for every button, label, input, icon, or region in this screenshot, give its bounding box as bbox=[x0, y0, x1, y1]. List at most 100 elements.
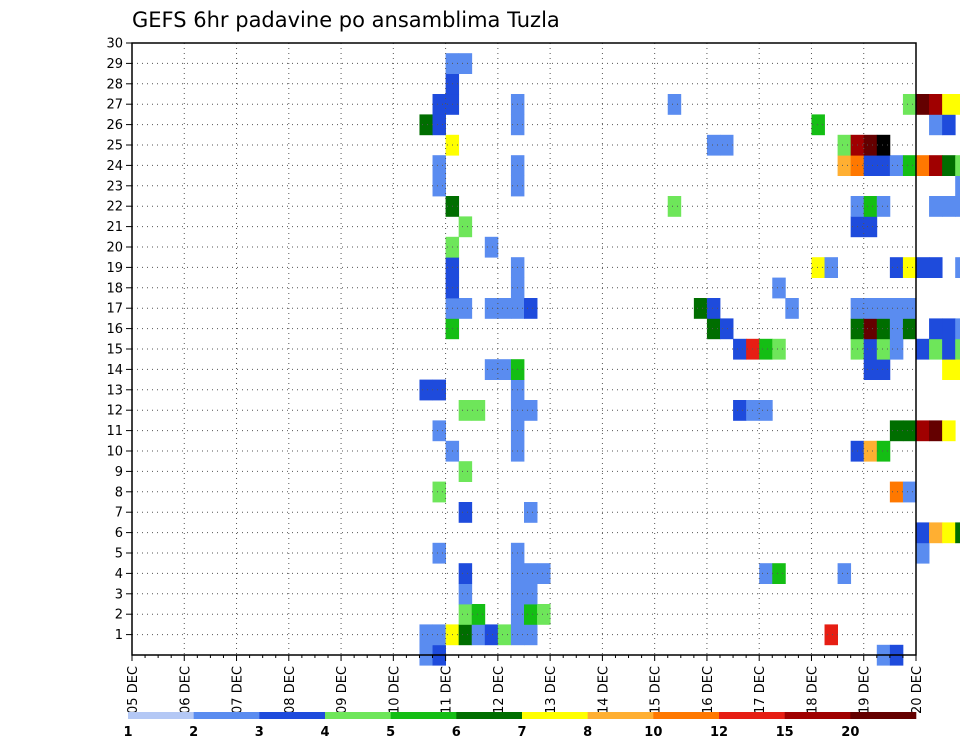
heatmap-cell bbox=[863, 196, 878, 217]
y-tick-label: 11 bbox=[106, 424, 123, 439]
heatmap-cell bbox=[484, 624, 499, 646]
heatmap-cell bbox=[876, 338, 891, 360]
legend-swatch bbox=[390, 712, 457, 719]
legend-label: 15 bbox=[776, 725, 794, 740]
y-tick-label: 2 bbox=[115, 608, 123, 623]
heatmap-cell bbox=[876, 196, 891, 217]
heatmap-cell bbox=[524, 604, 538, 625]
heatmap-cell bbox=[824, 257, 838, 278]
heatmap-cell bbox=[471, 400, 486, 421]
heatmap-cell bbox=[942, 155, 956, 176]
legend-label: 5 bbox=[386, 725, 395, 740]
heatmap-cell bbox=[929, 420, 943, 442]
x-tick-label: 13 DEC bbox=[544, 666, 559, 714]
heatmap-cell bbox=[876, 440, 891, 462]
heatmap-cell bbox=[889, 257, 904, 278]
x-tick-label: 15 DEC bbox=[649, 666, 664, 714]
heatmap-cell bbox=[811, 114, 825, 136]
y-tick-label: 26 bbox=[106, 118, 123, 133]
legend-swatch bbox=[325, 712, 391, 719]
heatmap-cell bbox=[863, 338, 878, 360]
heatmap-cell bbox=[889, 338, 904, 360]
heatmap-cell bbox=[537, 563, 551, 584]
heatmap-cell bbox=[876, 298, 891, 319]
y-tick-label: 12 bbox=[106, 404, 123, 419]
heatmap-cell bbox=[876, 134, 891, 156]
x-tick-label: 06 DEC bbox=[178, 666, 193, 714]
heatmap-cell bbox=[916, 522, 930, 544]
heatmap-cell bbox=[693, 298, 708, 319]
heatmap-cell bbox=[942, 114, 956, 136]
heatmap-cell bbox=[942, 522, 956, 544]
y-tick-label: 9 bbox=[115, 465, 123, 480]
heatmap-cell bbox=[955, 318, 960, 340]
heatmap-cell bbox=[484, 236, 499, 258]
legend-swatch bbox=[587, 712, 654, 719]
heatmap-cell bbox=[458, 461, 473, 482]
y-tick-label: 29 bbox=[106, 57, 123, 72]
heatmap-cell bbox=[720, 134, 734, 156]
x-axis: 05 DEC 06 DEC 07 DEC 08 DEC 09 DEC 10 DEC 11 D… bbox=[126, 655, 925, 714]
heatmap-cell bbox=[902, 257, 917, 278]
heatmap-cell bbox=[916, 155, 930, 176]
heatmap-cell bbox=[955, 155, 960, 176]
color-legend: 1 2 3 4 5 6 7 8 10 12 15 20 bbox=[123, 712, 917, 740]
x-tick-label: 08 DEC bbox=[283, 666, 298, 714]
heatmap-cell bbox=[733, 338, 747, 360]
heatmap-cell bbox=[497, 298, 512, 319]
y-tick-label: 27 bbox=[106, 98, 123, 113]
heatmap-cell bbox=[706, 298, 721, 319]
heatmap-cell bbox=[458, 502, 473, 523]
x-tick-label: 18 DEC bbox=[805, 666, 820, 714]
y-tick-label: 14 bbox=[106, 363, 123, 378]
heatmap-cell bbox=[458, 53, 473, 74]
heatmap-cell bbox=[497, 624, 512, 646]
heatmap-cell bbox=[458, 563, 473, 584]
heatmap-cell bbox=[902, 298, 917, 319]
y-tick-label: 30 bbox=[106, 37, 123, 52]
legend-swatch bbox=[456, 712, 523, 719]
heatmap-cell bbox=[929, 94, 943, 115]
legend-label: 6 bbox=[452, 725, 461, 740]
heatmap-cell bbox=[902, 94, 917, 115]
y-tick-label: 3 bbox=[115, 587, 123, 602]
heatmap-cell bbox=[942, 196, 956, 217]
heatmap-cell bbox=[916, 542, 930, 564]
heatmap-cell bbox=[863, 359, 878, 380]
legend-swatch bbox=[193, 712, 260, 719]
heatmap-cell bbox=[471, 624, 486, 646]
y-tick-label: 15 bbox=[106, 343, 123, 358]
legend-label: 8 bbox=[583, 725, 592, 740]
x-tick-label: 11 DEC bbox=[440, 666, 455, 714]
heatmap-cell bbox=[706, 318, 721, 340]
x-tick-label: 07 DEC bbox=[231, 666, 246, 714]
heatmap-cell bbox=[863, 134, 878, 156]
heatmap-cell bbox=[902, 318, 917, 340]
legend-label: 1 bbox=[123, 725, 132, 740]
heatmap-cell bbox=[458, 604, 473, 625]
heatmap-cell bbox=[837, 134, 852, 156]
heatmap-cell bbox=[458, 624, 473, 646]
heatmap-cell bbox=[876, 359, 891, 380]
heatmap-cell bbox=[955, 522, 960, 544]
chart-title: GEFS 6hr padavine po ansamblima Tuzla bbox=[132, 8, 560, 32]
heatmap-cell bbox=[432, 420, 446, 442]
heatmap-cell bbox=[876, 155, 891, 176]
heatmap-cell bbox=[942, 318, 956, 340]
y-tick-label: 20 bbox=[106, 241, 123, 256]
legend-swatch bbox=[784, 712, 851, 719]
y-tick-label: 24 bbox=[106, 159, 123, 174]
y-tick-label: 18 bbox=[106, 281, 123, 296]
y-tick-label: 19 bbox=[106, 261, 123, 276]
heatmap-cell bbox=[706, 134, 721, 156]
heatmap-cell bbox=[824, 624, 838, 646]
y-tick-label: 28 bbox=[106, 77, 123, 92]
heatmap-cell bbox=[929, 338, 943, 360]
x-tick-label: 05 DEC bbox=[126, 666, 141, 714]
y-tick-label: 10 bbox=[106, 445, 123, 460]
heatmap-cell bbox=[419, 624, 433, 646]
x-tick-label: 14 DEC bbox=[596, 666, 611, 714]
heatmap-cell bbox=[929, 155, 943, 176]
y-tick-label: 16 bbox=[106, 322, 123, 337]
